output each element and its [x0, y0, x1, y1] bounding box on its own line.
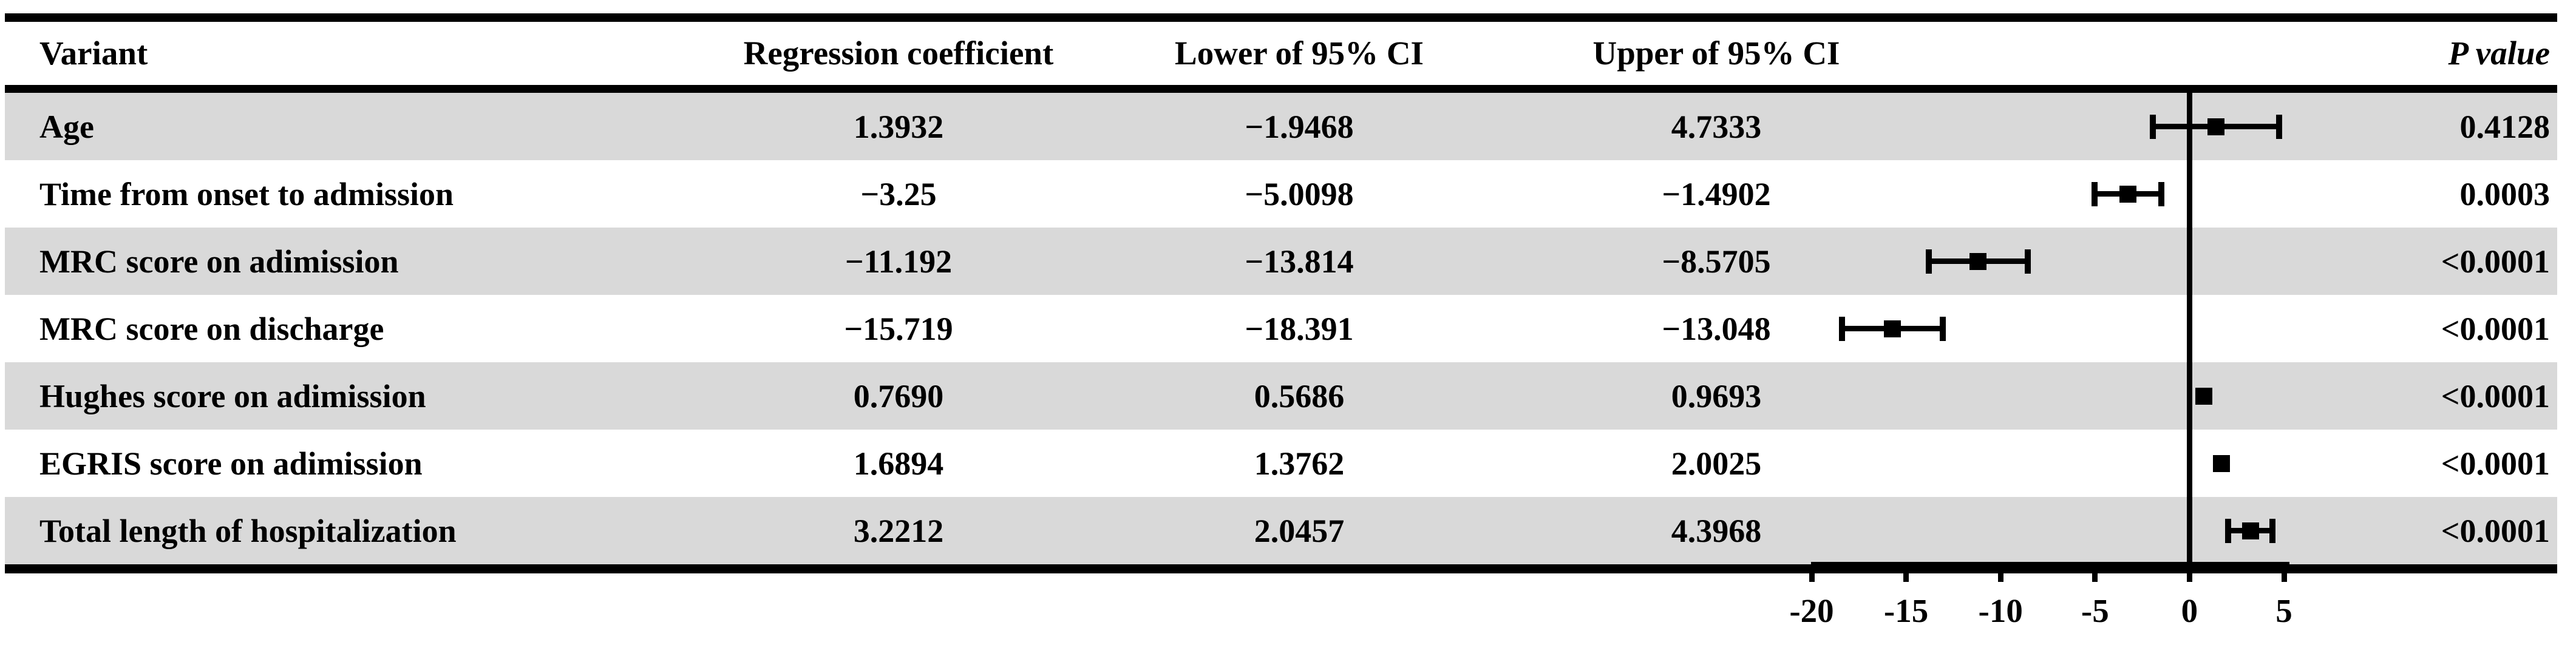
upper-ci-value: −1.4902: [1662, 175, 1771, 212]
column-header-upper-ci: Upper of 95% CI: [1592, 35, 1840, 72]
point-estimate-marker: [1884, 320, 1901, 337]
regression-coefficient-value: 1.6894: [853, 445, 944, 482]
error-bar-cap-right: [2275, 114, 2282, 139]
upper-ci-value: 4.3968: [1671, 512, 1762, 549]
x-axis-tick-label: -5: [2081, 592, 2109, 629]
x-axis-tick: [1809, 573, 1815, 582]
upper-ci-value: −13.048: [1662, 310, 1771, 347]
column-header-regression-coefficient: Regression coefficient: [743, 35, 1054, 72]
row-stripe: [5, 362, 2557, 430]
lower-ci-value: 2.0457: [1254, 512, 1345, 549]
x-axis-tick-label: -10: [1978, 592, 2023, 629]
error-bar-cap-right: [2024, 249, 2031, 274]
p-value: 0.0003: [2459, 175, 2551, 212]
x-axis-line: [1811, 562, 2289, 573]
error-bar-cap-left: [2225, 518, 2232, 543]
x-axis-tick: [2281, 573, 2287, 582]
point-estimate-marker: [2207, 118, 2224, 135]
error-bar-cap-left: [2092, 181, 2098, 206]
variant-label: Hughes score on adimission: [39, 377, 426, 414]
variant-label: MRC score on adimission: [39, 243, 399, 280]
error-bar-cap-right: [2158, 181, 2165, 206]
regression-coefficient-value: −11.192: [845, 243, 953, 280]
lower-ci-value: −1.9468: [1245, 108, 1354, 145]
upper-ci-value: 0.9693: [1671, 377, 1762, 414]
point-estimate-marker: [2119, 185, 2137, 203]
p-value: <0.0001: [2441, 243, 2550, 280]
error-bar-cap-left: [2149, 114, 2156, 139]
lower-ci-value: −18.391: [1245, 310, 1354, 347]
row-stripe: [5, 497, 2557, 564]
variant-label: Total length of hospitalization: [39, 512, 457, 549]
lower-ci-value: 0.5686: [1254, 377, 1345, 414]
upper-ci-value: 4.7333: [1671, 108, 1762, 145]
x-axis-tick-label: -15: [1883, 592, 1929, 629]
point-estimate-marker: [1969, 252, 1987, 270]
column-header-variant: Variant: [39, 35, 148, 72]
regression-coefficient-value: 1.3932: [853, 108, 944, 145]
regression-coefficient-value: 0.7690: [853, 377, 944, 414]
error-bar-cap-left: [1839, 316, 1846, 341]
upper-ci-value: 2.0025: [1671, 445, 1762, 482]
variant-label: Age: [39, 108, 94, 145]
table-top-rule: [5, 13, 2557, 22]
error-bar-cap-left: [1925, 249, 1932, 274]
x-axis-tick: [1903, 573, 1909, 582]
column-header-lower-ci: Lower of 95% CI: [1175, 35, 1424, 72]
variant-label: EGRIS score on adimission: [39, 445, 423, 482]
error-bar-cap-right: [1940, 316, 1946, 341]
regression-coefficient-value: −3.25: [860, 175, 937, 212]
point-estimate-marker: [2195, 387, 2213, 405]
zero-reference-line: [2186, 93, 2192, 573]
variant-label: Time from onset to admission: [39, 175, 454, 212]
lower-ci-value: −13.814: [1245, 243, 1354, 280]
x-axis-tick: [2186, 573, 2192, 582]
x-axis-tick: [2092, 573, 2098, 582]
variant-label: MRC score on discharge: [39, 310, 384, 347]
upper-ci-value: −8.5705: [1662, 243, 1771, 280]
row-stripe: [5, 228, 2557, 295]
x-axis-tick: [1997, 573, 2003, 582]
regression-coefficient-value: −15.719: [844, 310, 953, 347]
x-axis-tick-label: 0: [2181, 592, 2198, 629]
table-header-rule: [5, 85, 2557, 93]
regression-coefficient-value: 3.2212: [853, 512, 944, 549]
lower-ci-value: −5.0098: [1245, 175, 1354, 212]
x-axis-tick-label: 5: [2275, 592, 2292, 629]
p-value: <0.0001: [2441, 310, 2550, 347]
error-bar-cap-right: [2269, 518, 2276, 543]
p-value: <0.0001: [2441, 377, 2550, 414]
x-axis-tick-label: -20: [1789, 592, 1834, 629]
p-value: <0.0001: [2441, 445, 2550, 482]
p-value: <0.0001: [2441, 512, 2550, 549]
point-estimate-marker: [2212, 454, 2230, 472]
p-value: 0.4128: [2459, 108, 2551, 145]
point-estimate-marker: [2241, 522, 2259, 539]
lower-ci-value: 1.3762: [1254, 445, 1345, 482]
column-header-p-value: P value: [2448, 35, 2551, 72]
row-stripe: [5, 93, 2557, 160]
